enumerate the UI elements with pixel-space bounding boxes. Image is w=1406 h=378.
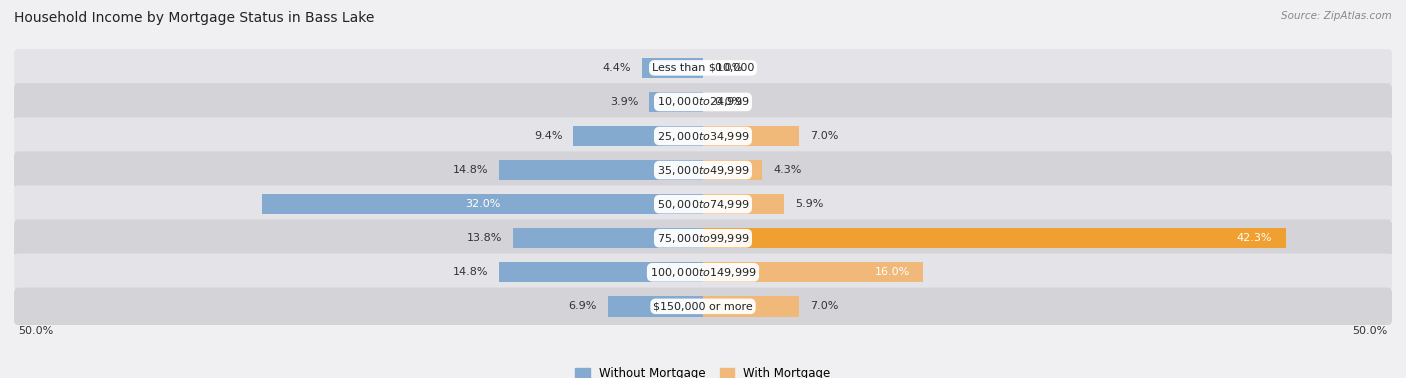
Text: Source: ZipAtlas.com: Source: ZipAtlas.com — [1281, 11, 1392, 21]
Text: 3.9%: 3.9% — [610, 97, 638, 107]
Text: 42.3%: 42.3% — [1236, 233, 1272, 243]
Text: 4.4%: 4.4% — [603, 63, 631, 73]
Text: $150,000 or more: $150,000 or more — [654, 301, 752, 311]
FancyBboxPatch shape — [14, 117, 1392, 155]
Bar — [513, 228, 703, 248]
Text: 9.4%: 9.4% — [534, 131, 562, 141]
FancyBboxPatch shape — [14, 83, 1392, 121]
Bar — [650, 92, 703, 112]
Text: $35,000 to $49,999: $35,000 to $49,999 — [657, 164, 749, 177]
Text: 32.0%: 32.0% — [465, 199, 501, 209]
Text: 16.0%: 16.0% — [875, 267, 910, 277]
Bar — [499, 160, 703, 180]
FancyBboxPatch shape — [14, 220, 1392, 257]
Text: $50,000 to $74,999: $50,000 to $74,999 — [657, 198, 749, 211]
Legend: Without Mortgage, With Mortgage: Without Mortgage, With Mortgage — [575, 367, 831, 378]
Text: 13.8%: 13.8% — [467, 233, 502, 243]
Text: 50.0%: 50.0% — [1353, 326, 1388, 336]
Text: Less than $10,000: Less than $10,000 — [652, 63, 754, 73]
Bar — [703, 126, 800, 146]
Text: 50.0%: 50.0% — [18, 326, 53, 336]
Text: 6.9%: 6.9% — [568, 301, 598, 311]
Bar — [703, 262, 924, 282]
Text: $10,000 to $24,999: $10,000 to $24,999 — [657, 95, 749, 108]
FancyBboxPatch shape — [14, 288, 1392, 325]
Text: 4.3%: 4.3% — [773, 165, 801, 175]
Bar — [703, 160, 762, 180]
Text: $75,000 to $99,999: $75,000 to $99,999 — [657, 232, 749, 245]
Bar — [703, 194, 785, 214]
FancyBboxPatch shape — [14, 151, 1392, 189]
Bar — [703, 296, 800, 316]
Bar — [607, 296, 703, 316]
Text: 14.8%: 14.8% — [453, 165, 488, 175]
Text: $25,000 to $34,999: $25,000 to $34,999 — [657, 130, 749, 143]
FancyBboxPatch shape — [14, 185, 1392, 223]
Text: $100,000 to $149,999: $100,000 to $149,999 — [650, 266, 756, 279]
Bar — [703, 228, 1286, 248]
FancyBboxPatch shape — [14, 254, 1392, 291]
Text: 5.9%: 5.9% — [796, 199, 824, 209]
Bar — [574, 126, 703, 146]
Text: 14.8%: 14.8% — [453, 267, 488, 277]
Bar — [499, 262, 703, 282]
Bar — [643, 58, 703, 78]
Text: 7.0%: 7.0% — [810, 301, 839, 311]
FancyBboxPatch shape — [14, 49, 1392, 87]
Text: 7.0%: 7.0% — [810, 131, 839, 141]
Text: 0.0%: 0.0% — [714, 63, 742, 73]
Text: 0.0%: 0.0% — [714, 97, 742, 107]
Bar — [262, 194, 703, 214]
Text: Household Income by Mortgage Status in Bass Lake: Household Income by Mortgage Status in B… — [14, 11, 374, 25]
